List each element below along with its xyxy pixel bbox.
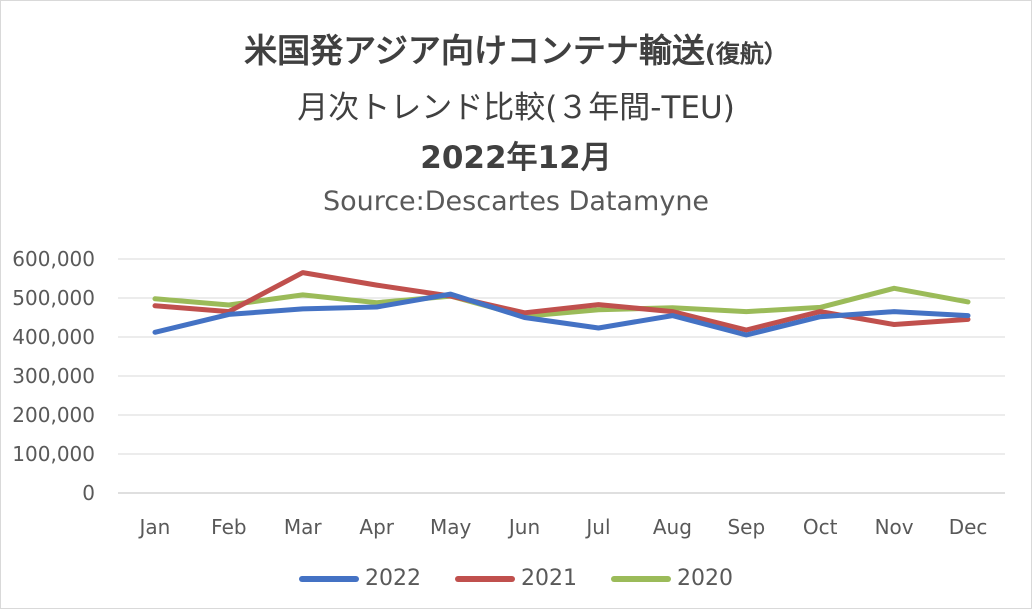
x-tick-label: Apr: [359, 515, 394, 539]
x-tick-label: Jul: [584, 515, 610, 539]
legend-label: 2020: [677, 566, 733, 591]
chart-title-line-2: 月次トレンド比較(３年間-TEU): [297, 90, 735, 126]
legend-item-2021: 2021: [455, 566, 577, 591]
chart-title-line-3: 2022年12月: [420, 140, 612, 176]
chart-title-line-1: 米国発アジア向けコンテナ輸送(復航）: [0, 24, 1032, 72]
x-tick-label: Sep: [727, 515, 765, 539]
series-line-2022: [152, 291, 971, 338]
y-tick-label: 0: [82, 481, 95, 505]
x-tick-label: Feb: [211, 515, 246, 539]
chart-title-suffix: (復航）: [704, 40, 788, 68]
y-tick-label: 100,000: [12, 442, 95, 466]
y-tick-label: 500,000: [12, 286, 95, 310]
legend-label: 2022: [365, 566, 421, 591]
y-tick-label: 200,000: [12, 403, 95, 427]
x-tick-label: May: [430, 515, 472, 539]
legend-swatch: [299, 575, 359, 582]
legend-label: 2021: [521, 566, 577, 591]
x-tick-label: Aug: [653, 515, 692, 539]
x-tick-label: Jan: [138, 515, 171, 539]
legend-swatch: [455, 575, 515, 582]
x-tick-label: Nov: [875, 515, 914, 539]
x-tick-label: Jun: [507, 515, 540, 539]
y-tick-label: 600,000: [12, 247, 95, 271]
legend-swatch: [611, 575, 671, 582]
legend-item-2022: 2022: [299, 566, 421, 591]
x-tick-label: Oct: [803, 515, 838, 539]
series-line-2020: [152, 285, 971, 319]
chart-title-main: 米国発アジア向けコンテナ輸送: [244, 31, 705, 70]
x-tick-label: Dec: [949, 515, 988, 539]
y-tick-label: 400,000: [12, 325, 95, 349]
x-tick-label: Mar: [284, 515, 323, 539]
legend-item-2020: 2020: [611, 566, 733, 591]
chart-legend: 2022 2021 2020: [0, 566, 1032, 591]
y-tick-label: 300,000: [12, 364, 95, 388]
chart-source: Source:Descartes Datamyne: [322, 186, 710, 217]
